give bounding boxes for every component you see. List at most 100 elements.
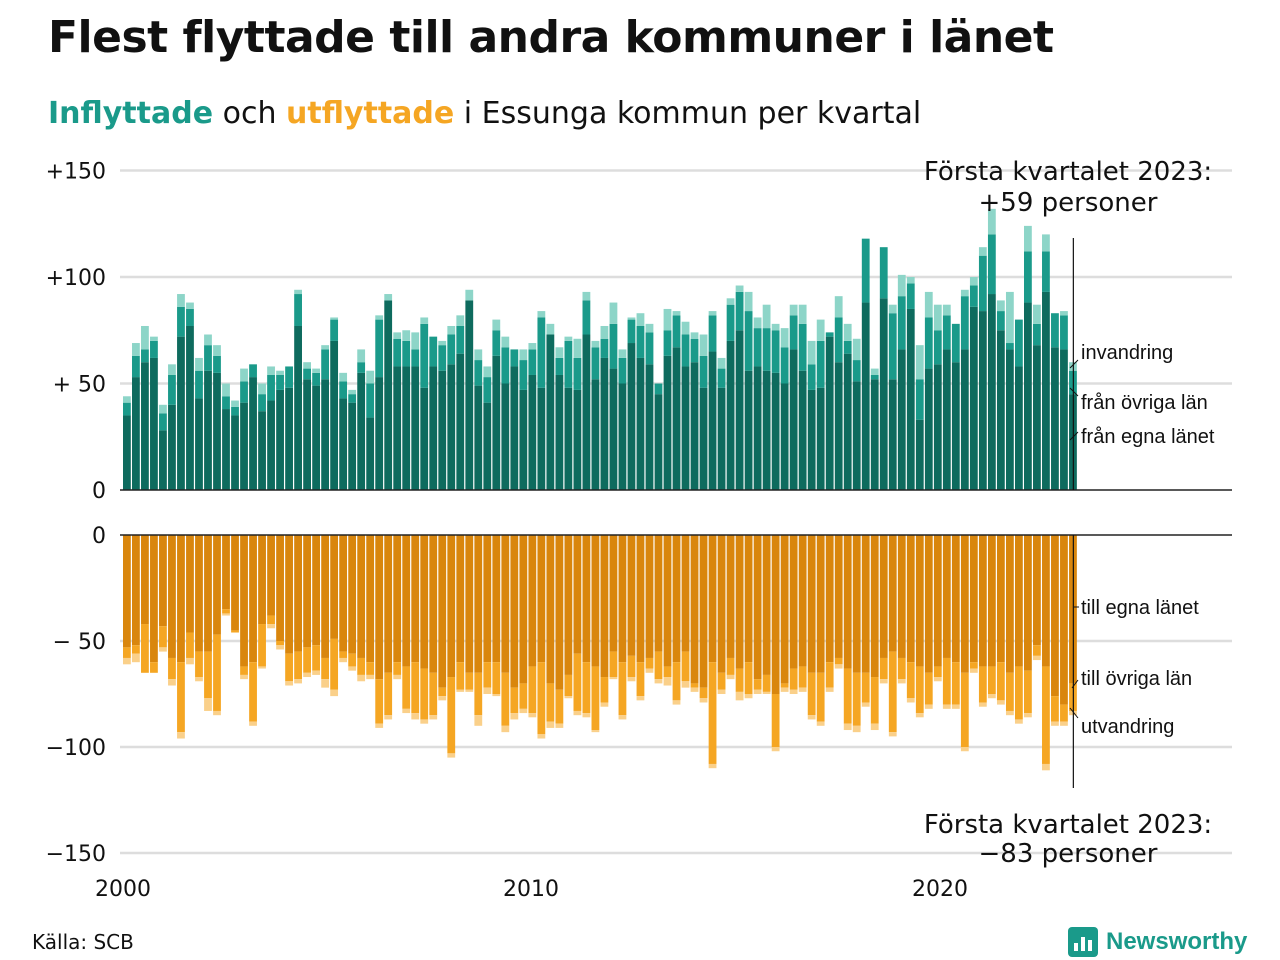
bar-in-1 — [1060, 315, 1068, 350]
bar-in-0 — [132, 377, 140, 490]
bar-out-1 — [582, 662, 591, 714]
bar-out-1 — [357, 657, 366, 675]
bar-in-0 — [420, 387, 429, 490]
bar-out-2 — [870, 723, 879, 731]
bar-in-1 — [195, 370, 203, 399]
bar-out-2 — [249, 721, 257, 726]
bar-in-0 — [1060, 349, 1068, 490]
bar-in-0 — [996, 330, 1005, 490]
bar-in-1 — [888, 313, 897, 380]
bar-out-1 — [276, 641, 284, 646]
bar-out-1 — [915, 666, 924, 714]
bar-in-0 — [600, 357, 609, 490]
bar-in-0 — [465, 300, 474, 490]
bar-out-0 — [303, 535, 311, 648]
series-label-out: till egna länet — [1081, 597, 1199, 619]
bar-out-1 — [816, 672, 825, 722]
bar-out-1 — [789, 668, 798, 690]
bar-in-1 — [789, 315, 798, 350]
bar-out-2 — [915, 713, 924, 718]
bar-out-1 — [1051, 696, 1059, 722]
bar-out-1 — [834, 657, 843, 665]
bar-out-2 — [888, 732, 897, 737]
x-tick-label: 2010 — [503, 877, 559, 902]
bar-out-1 — [1042, 666, 1050, 764]
bar-in-2 — [681, 321, 690, 335]
bar-out-2 — [1042, 763, 1050, 771]
bar-out-2 — [879, 679, 888, 684]
bar-out-1 — [303, 647, 311, 673]
bar-in-1 — [690, 338, 699, 363]
bar-in-0 — [870, 379, 879, 490]
bar-in-2 — [168, 364, 176, 375]
bar-in-2 — [852, 338, 861, 361]
bar-out-0 — [555, 535, 564, 690]
bar-in-0 — [357, 372, 366, 490]
bar-in-0 — [627, 343, 636, 490]
bar-in-0 — [348, 402, 357, 490]
bar-in-0 — [771, 372, 780, 490]
bar-in-0 — [933, 364, 942, 490]
bar-out-2 — [726, 674, 735, 680]
bar-in-1 — [654, 383, 663, 395]
bar-out-0 — [744, 535, 753, 663]
bar-in-0 — [312, 385, 321, 490]
bar-in-2 — [420, 317, 429, 324]
bar-in-1 — [330, 319, 339, 341]
bar-out-0 — [132, 535, 140, 646]
bar-in-0 — [177, 336, 185, 490]
bar-out-0 — [690, 535, 699, 684]
bar-out-0 — [456, 535, 465, 663]
bar-in-1 — [663, 330, 672, 356]
bar-out-0 — [906, 535, 915, 663]
bar-out-1 — [861, 672, 870, 703]
bar-in-1 — [141, 349, 149, 363]
bar-in-0 — [690, 362, 699, 490]
bar-out-2 — [627, 677, 636, 682]
bar-in-2 — [726, 298, 735, 305]
bar-in-0 — [924, 368, 933, 490]
bar-out-2 — [402, 708, 411, 714]
bar-in-2 — [636, 313, 645, 326]
bar-out-1 — [744, 662, 753, 694]
bar-in-1 — [573, 357, 582, 390]
bar-out-1 — [753, 679, 762, 690]
bar-out-1 — [321, 657, 330, 680]
bar-out-1 — [150, 662, 158, 673]
bar-out-0 — [843, 535, 852, 669]
bar-in-2 — [753, 317, 762, 329]
bar-in-1 — [348, 394, 357, 403]
bar-in-2 — [141, 325, 149, 350]
bar-in-1 — [987, 234, 996, 295]
bar-in-0 — [942, 349, 951, 490]
bar-out-0 — [411, 535, 420, 663]
bar-in-0 — [492, 355, 501, 490]
bar-out-0 — [663, 535, 672, 667]
bar-out-2 — [780, 687, 789, 692]
bar-out-1 — [825, 662, 834, 688]
bar-out-1 — [240, 666, 248, 675]
bar-in-0 — [141, 362, 149, 490]
bar-in-0 — [150, 357, 158, 490]
bar-in-1 — [492, 330, 501, 356]
bar-out-2 — [366, 674, 375, 680]
bar-in-0 — [285, 387, 293, 490]
y-tick-label-bottom: − 50 — [53, 630, 106, 655]
bar-in-1 — [681, 334, 690, 367]
bar-in-2 — [1024, 225, 1032, 252]
bar-in-1 — [951, 323, 960, 363]
bar-in-1 — [1042, 251, 1050, 292]
bar-out-1 — [366, 662, 375, 675]
bar-out-0 — [780, 535, 789, 684]
bar-in-0 — [861, 302, 870, 490]
bar-out-2 — [330, 689, 339, 697]
bar-in-1 — [213, 355, 221, 373]
bar-out-0 — [1051, 535, 1059, 697]
bar-in-0 — [474, 385, 483, 490]
bar-out-2 — [429, 715, 438, 720]
bar-in-1 — [411, 349, 420, 367]
bar-in-2 — [132, 343, 140, 356]
bar-out-2 — [645, 668, 654, 673]
bar-out-2 — [195, 677, 203, 682]
bar-out-2 — [294, 679, 302, 684]
